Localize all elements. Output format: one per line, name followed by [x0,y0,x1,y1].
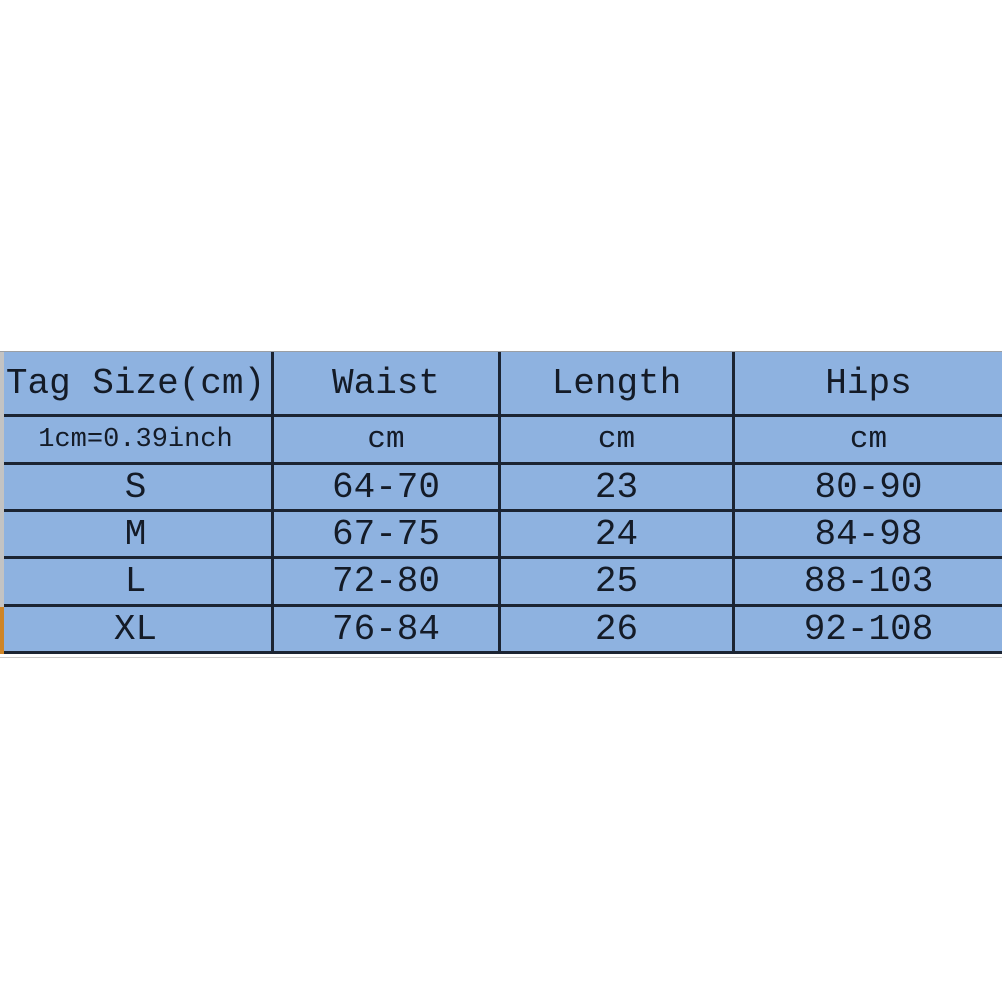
header-hips: Hips [735,352,1002,417]
row-xl-hips: 92-108 [735,607,1002,654]
unit-conversion-note: 1cm=0.39inch [0,417,274,465]
row-l-waist: 72-80 [274,559,501,607]
row-l-length: 25 [501,559,735,607]
row-xl-length: 26 [501,607,735,654]
header-tag-size: Tag Size(cm) [0,352,274,417]
size-chart-table: Tag Size(cm) Waist Length Hips 1cm=0.39i… [0,351,1002,658]
row-s-hips: 80-90 [735,465,1002,512]
row-s-waist: 64-70 [274,465,501,512]
header-length: Length [501,352,735,417]
row-xl-waist: 76-84 [274,607,501,654]
row-m-hips: 84-98 [735,512,1002,559]
unit-hips: cm [735,417,1002,465]
left-edge-orange-strip [0,607,4,654]
row-m-waist: 67-75 [274,512,501,559]
row-l-hips: 88-103 [735,559,1002,607]
row-s-length: 23 [501,465,735,512]
row-m-size: M [0,512,274,559]
row-l-size: L [0,559,274,607]
unit-length: cm [501,417,735,465]
row-m-length: 24 [501,512,735,559]
header-waist: Waist [274,352,501,417]
row-s-size: S [0,465,274,512]
left-edge-gray-strip [0,352,4,607]
unit-waist: cm [274,417,501,465]
row-xl-size: XL [0,607,274,654]
